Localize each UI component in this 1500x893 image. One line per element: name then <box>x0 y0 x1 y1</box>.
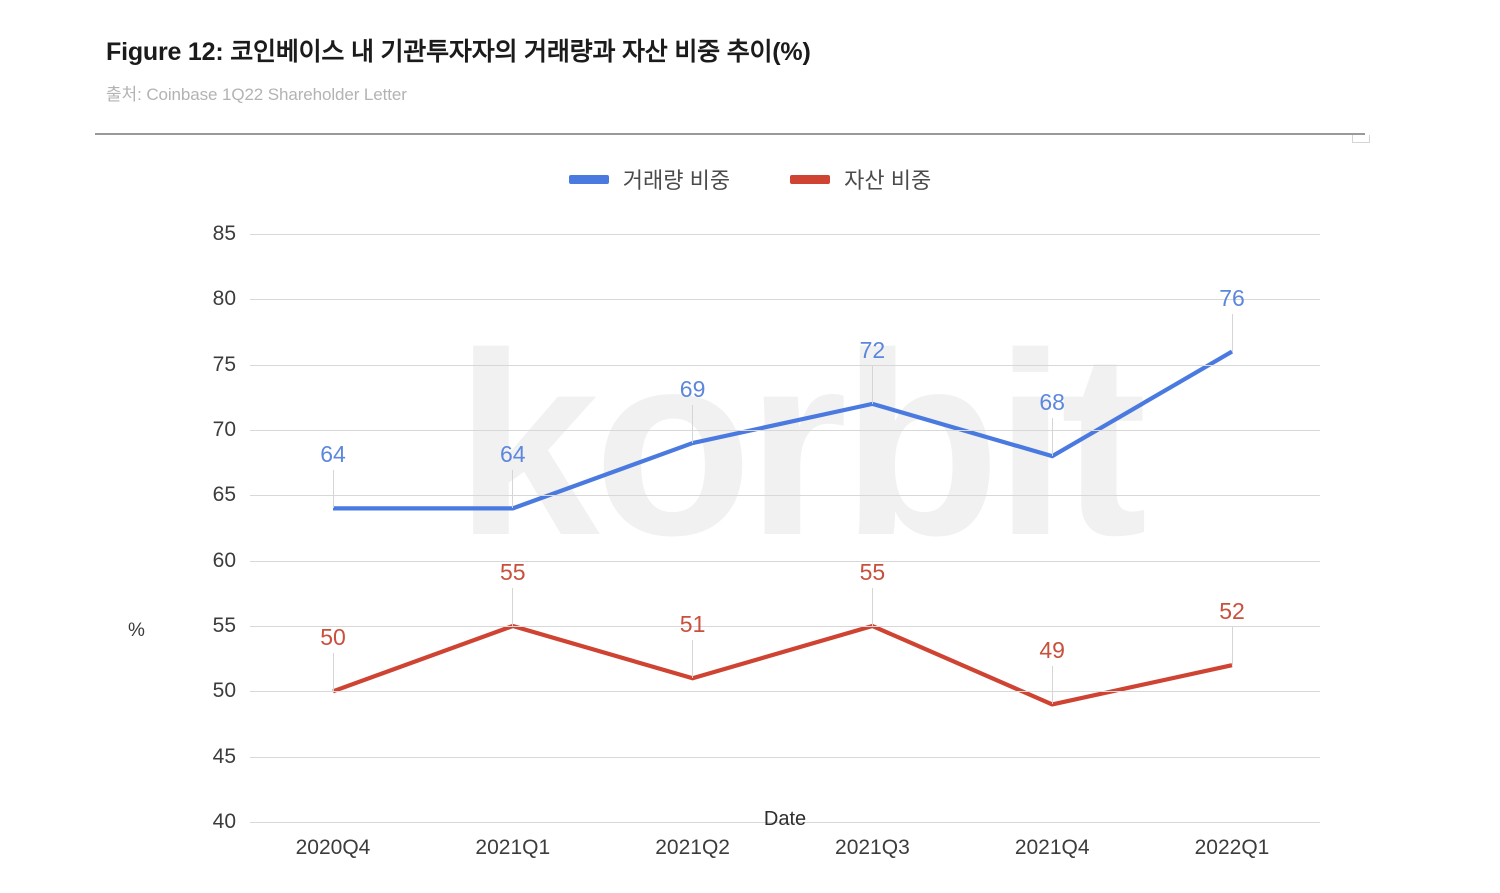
gridline <box>250 299 1320 301</box>
figure-source: 출처: Coinbase 1Q22 Shareholder Letter <box>106 85 407 104</box>
y-axis-title: % <box>128 620 145 641</box>
line-volume-share <box>333 349 1234 511</box>
data-label-leader-line <box>1051 418 1053 457</box>
data-label-volume-2020Q4: 64 <box>320 441 346 468</box>
figure-title: Figure 12: 코인베이스 내 기관투자자의 거래량과 자산 비중 추이(… <box>106 38 811 66</box>
data-label-leader-line <box>512 470 514 509</box>
data-label-asset-2022Q1: 52 <box>1219 598 1245 625</box>
legend-swatch-red-icon <box>790 174 831 184</box>
gridline <box>250 234 1320 235</box>
plot-area: 40 45 50 55 60 65 70 75 80 85 2020Q4 2021Q1 2021Q2 20… <box>213 222 1320 859</box>
gridline <box>250 430 1320 431</box>
x-axis-tick-label: 2021Q4 <box>1014 836 1090 859</box>
gridline <box>250 626 1320 627</box>
y-axis-tick-label: 55 <box>212 614 236 637</box>
y-axis-tick-label: 75 <box>212 352 236 376</box>
x-axis-tick-label: 2021Q2 <box>655 836 730 859</box>
data-label-leader-line <box>332 470 334 509</box>
series-lines <box>332 349 1234 707</box>
chart-area: korbit 거래량 비중 자산 비중 % 40 45 50 55 60 65 70 75 80… <box>0 140 1500 859</box>
data-label-asset-2021Q1: 55 <box>500 559 526 585</box>
legend-swatch-blue-icon <box>568 174 609 184</box>
gridline <box>250 364 1320 366</box>
x-axis-tick-label: 2020Q4 <box>295 836 371 859</box>
data-label-leader-line <box>1051 666 1053 705</box>
data-label-leader-line <box>512 588 514 626</box>
gridline <box>250 691 1320 693</box>
y-axis-tick-label: 85 <box>212 222 236 245</box>
data-label-leader-line <box>692 640 694 679</box>
gridline <box>250 756 1320 758</box>
data-label-leader-line <box>692 405 694 444</box>
data-label-leader-line <box>1231 313 1233 352</box>
x-axis-tick-label: 2021Q3 <box>835 836 910 859</box>
x-axis-tick-label: 2021Q1 <box>475 836 551 859</box>
data-label-volume-2021Q1: 64 <box>500 441 526 468</box>
x-axis-title: Date <box>763 808 807 830</box>
data-label-leader-line <box>871 588 873 626</box>
y-axis-tick-label: 45 <box>212 744 236 768</box>
chart-legend: 거래량 비중 자산 비중 <box>0 163 1500 195</box>
gridline <box>250 560 1320 562</box>
gridline <box>250 822 1320 823</box>
data-label-volume-2021Q2: 69 <box>679 376 706 403</box>
x-axis-tick-label: 2022Q1 <box>1194 836 1270 859</box>
data-label-asset-2021Q3: 55 <box>859 559 886 585</box>
data-label-leader-line <box>1231 627 1233 666</box>
y-axis-tick-label: 50 <box>212 679 236 703</box>
y-axis-tick-label: 60 <box>212 548 236 572</box>
y-axis-tick-label: 80 <box>212 287 236 311</box>
legend-item-volume-share[interactable]: 거래량 비중 <box>568 163 731 195</box>
y-axis-tick-label: 40 <box>212 810 236 833</box>
data-label-volume-2021Q3: 72 <box>859 336 886 363</box>
data-label-volume-2022Q1: 76 <box>1219 284 1245 311</box>
gridline <box>250 495 1320 497</box>
data-label-leader-line <box>332 653 334 692</box>
data-label-leader-line <box>871 365 873 404</box>
divider-notch <box>1352 135 1370 143</box>
data-label-asset-2021Q2: 51 <box>679 611 706 638</box>
data-label-asset-2020Q4: 50 <box>320 624 346 651</box>
y-axis-tick-label: 70 <box>212 418 236 441</box>
data-label-asset-2021Q4: 49 <box>1039 637 1065 664</box>
legend-item-asset-share[interactable]: 자산 비중 <box>790 163 931 195</box>
header-divider <box>95 133 1365 135</box>
legend-label-volume-share: 거래량 비중 <box>622 168 731 193</box>
data-label-volume-2021Q4: 68 <box>1039 389 1065 416</box>
legend-label-asset-share: 자산 비중 <box>844 168 932 193</box>
y-axis-tick-label: 65 <box>212 483 236 507</box>
line-asset-share <box>332 623 1233 707</box>
